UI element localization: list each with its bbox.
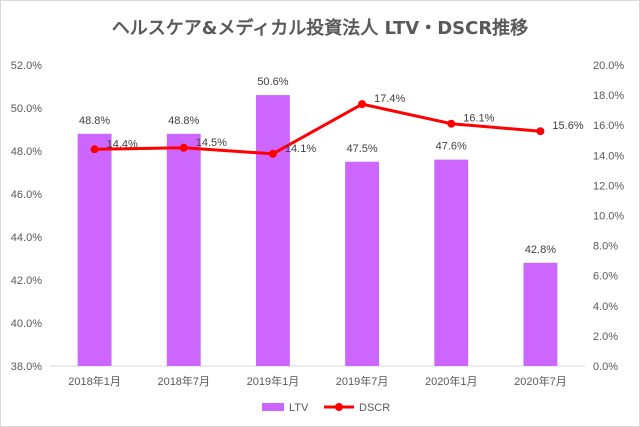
dscr-point — [268, 149, 277, 158]
chart-title: ヘルスケア&メディカル投資法人 LTV・DSCR推移 — [111, 18, 529, 39]
dscr-data-label: 14.1% — [285, 143, 316, 155]
dscr-data-label: 16.1% — [463, 113, 494, 125]
x-tick-label: 2018年1月 — [68, 374, 121, 388]
x-tick-label: 2020年7月 — [514, 374, 567, 388]
dscr-point — [358, 100, 367, 109]
ltv-bar — [434, 159, 469, 366]
y-right-tick-label: 16.0% — [593, 120, 624, 132]
dscr-data-label: 15.6% — [552, 120, 583, 132]
y-right-tick-label: 8.0% — [593, 241, 618, 253]
y-right-tick-label: 14.0% — [593, 150, 624, 162]
y-right-tick-label: 10.0% — [593, 211, 624, 223]
y-left-tick-label: 52.0% — [11, 60, 42, 72]
y-left-tick-label: 40.0% — [11, 318, 42, 330]
y-left-tick-label: 46.0% — [11, 189, 42, 201]
dscr-data-label: 14.5% — [196, 137, 227, 149]
ltv-bar — [77, 133, 112, 366]
ltv-data-label: 42.8% — [525, 244, 556, 256]
x-tick-label: 2020年1月 — [425, 374, 478, 388]
y-left-tick-label: 48.0% — [11, 146, 42, 158]
legend-ltv-swatch — [262, 403, 284, 411]
dscr-line — [94, 102, 541, 156]
ltv-data-label: 48.8% — [168, 115, 199, 127]
x-tick-label: 2018年7月 — [157, 374, 210, 388]
y-right-tick-label: 0.0% — [593, 361, 618, 373]
ltv-data-label: 47.6% — [436, 141, 467, 153]
y-left-tick-label: 42.0% — [11, 275, 42, 287]
y-right-tick-label: 4.0% — [593, 301, 618, 313]
ltv-bar — [255, 95, 290, 366]
dscr-point — [447, 119, 456, 128]
legend-dscr-marker — [335, 403, 343, 411]
y-left-tick-label: 38.0% — [11, 361, 42, 373]
legend-dscr-label: DSCR — [359, 402, 390, 414]
dscr-point — [179, 143, 188, 152]
dscr-data-label: 14.4% — [107, 138, 138, 150]
ltv-bar — [523, 262, 558, 366]
ltv-data-label: 48.8% — [79, 115, 110, 127]
dscr-point — [90, 145, 99, 154]
x-tick-label: 2019年7月 — [336, 374, 389, 388]
ltv-data-label: 50.6% — [257, 76, 288, 88]
y-right-tick-label: 12.0% — [593, 180, 624, 192]
ltv-data-label: 47.5% — [346, 143, 377, 155]
dscr-data-label: 17.4% — [374, 93, 405, 105]
y-right-tick-label: 18.0% — [593, 90, 624, 102]
legend-ltv-label: LTV — [289, 402, 309, 414]
y-right-tick-label: 20.0% — [593, 60, 624, 72]
x-tick-label: 2019年1月 — [247, 374, 300, 388]
y-right-tick-label: 6.0% — [593, 271, 618, 283]
y-left-tick-label: 44.0% — [11, 232, 42, 244]
y-right-tick-label: 2.0% — [593, 331, 618, 343]
ltv-bar — [166, 133, 201, 366]
y-left-tick-label: 50.0% — [11, 103, 42, 115]
dscr-point — [536, 127, 545, 136]
ltv-bar — [345, 161, 380, 366]
